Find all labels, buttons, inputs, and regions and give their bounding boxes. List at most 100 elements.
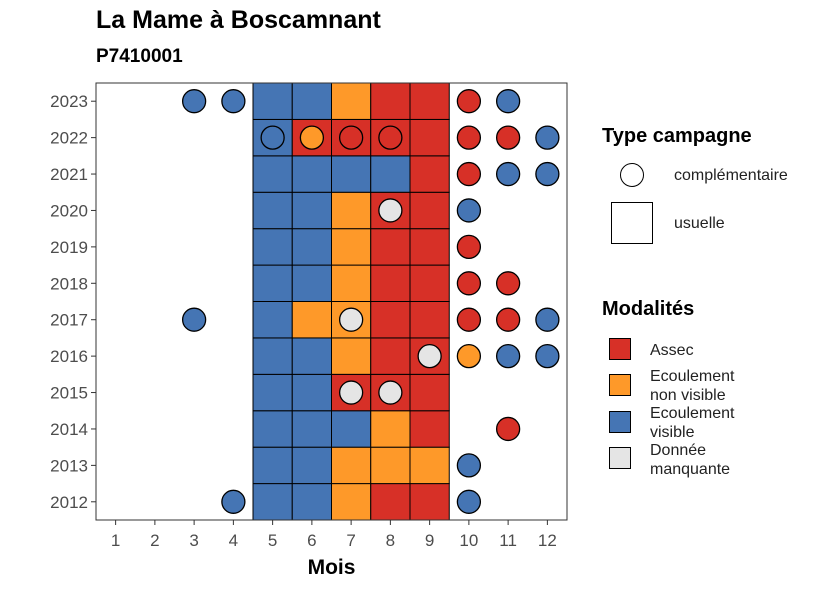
tile-2018-6 — [291, 264, 332, 302]
legend-label-complementaire: complémentaire — [674, 167, 788, 184]
tile-2014-8 — [370, 410, 411, 448]
tile-2019-7 — [331, 228, 372, 266]
y-tick-label: 2012 — [50, 493, 88, 512]
tile-2013-9 — [409, 446, 450, 485]
tile-2020-7 — [331, 191, 372, 230]
legend-key-donnee-manquante — [609, 447, 631, 469]
tile-2012-7 — [331, 483, 372, 521]
x-tick-label: 4 — [229, 531, 238, 550]
point-2022-12 — [535, 125, 560, 150]
point-2022-6 — [299, 125, 325, 150]
tile-2022-9 — [409, 118, 450, 157]
tile-2014-5 — [252, 410, 293, 448]
point-2012-4 — [221, 489, 246, 514]
tile-2021-5 — [252, 155, 293, 193]
legend-key-complementaire — [620, 163, 644, 187]
tile-2014-7 — [331, 410, 372, 448]
tile-2023-7 — [331, 82, 372, 120]
x-tick-label: 5 — [268, 531, 277, 550]
legend-label-ecoulement-non-visible: Ecoulement non visible — [650, 368, 735, 404]
point-2023-10 — [456, 89, 482, 114]
legend-campaign-title: Type campagne — [602, 125, 752, 147]
legend-key-ecoulement-visible — [609, 411, 631, 433]
tile-2019-6 — [291, 228, 332, 266]
tile-2023-9 — [409, 82, 450, 120]
tile-2018-5 — [252, 264, 293, 302]
legend-key-usuelle — [611, 202, 653, 244]
tile-2016-5 — [252, 337, 293, 375]
tile-2017-9 — [409, 301, 450, 339]
point-2013-10 — [456, 453, 482, 478]
tile-2023-5 — [252, 82, 293, 120]
y-tick-label: 2021 — [50, 165, 88, 184]
point-2015-8 — [378, 380, 403, 405]
x-tick-label: 12 — [538, 531, 557, 550]
y-tick-label: 2023 — [50, 92, 88, 111]
point-2021-11 — [495, 161, 521, 187]
point-2016-9 — [417, 343, 442, 369]
tile-2018-7 — [331, 264, 372, 302]
tile-2018-9 — [409, 264, 450, 302]
legend-key-ecoulement-non-visible — [609, 374, 631, 396]
point-2022-5 — [260, 125, 285, 150]
tile-2021-9 — [409, 155, 450, 193]
point-2020-8 — [378, 198, 403, 223]
tile-2021-7 — [331, 155, 372, 193]
tile-2016-7 — [331, 337, 372, 375]
point-2017-12 — [535, 307, 560, 332]
legend-key-assec — [609, 338, 631, 360]
point-2016-11 — [495, 343, 521, 369]
point-2016-12 — [535, 343, 560, 369]
point-2018-10 — [456, 271, 482, 296]
y-tick-label: 2018 — [50, 274, 88, 293]
point-2017-10 — [456, 307, 482, 332]
tile-2019-5 — [252, 228, 293, 266]
chart-subtitle: P7410001 — [96, 46, 183, 67]
point-2020-10 — [456, 198, 482, 223]
point-2018-11 — [495, 271, 521, 296]
point-2021-10 — [456, 161, 482, 187]
x-tick-label: 9 — [425, 531, 434, 550]
tile-2015-5 — [252, 373, 293, 412]
y-tick-label: 2013 — [50, 456, 88, 475]
legend-label-assec: Assec — [650, 342, 694, 359]
x-tick-label: 11 — [499, 531, 517, 550]
point-2022-11 — [495, 125, 521, 150]
tile-2020-6 — [291, 191, 332, 230]
tile-2012-6 — [291, 483, 332, 521]
point-2017-3 — [181, 307, 207, 332]
tile-2019-8 — [370, 228, 411, 266]
tile-2017-6 — [291, 301, 332, 339]
point-2016-10 — [456, 343, 482, 369]
point-2023-3 — [181, 89, 207, 114]
tile-2021-6 — [291, 155, 332, 193]
tile-2013-7 — [331, 446, 372, 485]
x-tick-label: 10 — [459, 531, 478, 550]
y-tick-label: 2019 — [50, 238, 88, 257]
legend-label-donnee-manquante: Donnée manquante — [650, 442, 731, 478]
y-tick-label: 2020 — [50, 201, 88, 220]
tile-2012-5 — [252, 483, 293, 521]
point-2022-8 — [378, 125, 403, 150]
tile-2014-6 — [291, 410, 332, 448]
point-2023-4 — [221, 89, 246, 114]
tile-2015-6 — [291, 373, 332, 412]
chart-title: La Mame à Boscamnant — [96, 6, 381, 34]
y-tick-label: 2017 — [50, 311, 88, 330]
tile-2013-6 — [291, 446, 332, 485]
tile-2020-9 — [409, 191, 450, 230]
y-tick-label: 2022 — [50, 129, 88, 148]
y-tick-label: 2015 — [50, 384, 88, 403]
tile-2019-9 — [409, 228, 450, 266]
tile-2017-5 — [252, 301, 293, 339]
point-2012-10 — [456, 489, 482, 514]
x-tick-label: 7 — [346, 531, 355, 550]
legend-label-ecoulement-visible: Ecoulement visible — [650, 405, 735, 441]
tile-2016-6 — [291, 337, 332, 375]
y-tick-label: 2016 — [50, 347, 88, 366]
point-2017-11 — [495, 307, 521, 332]
x-tick-label: 6 — [307, 531, 316, 550]
tile-2015-9 — [409, 373, 450, 412]
tile-2013-8 — [370, 446, 411, 485]
